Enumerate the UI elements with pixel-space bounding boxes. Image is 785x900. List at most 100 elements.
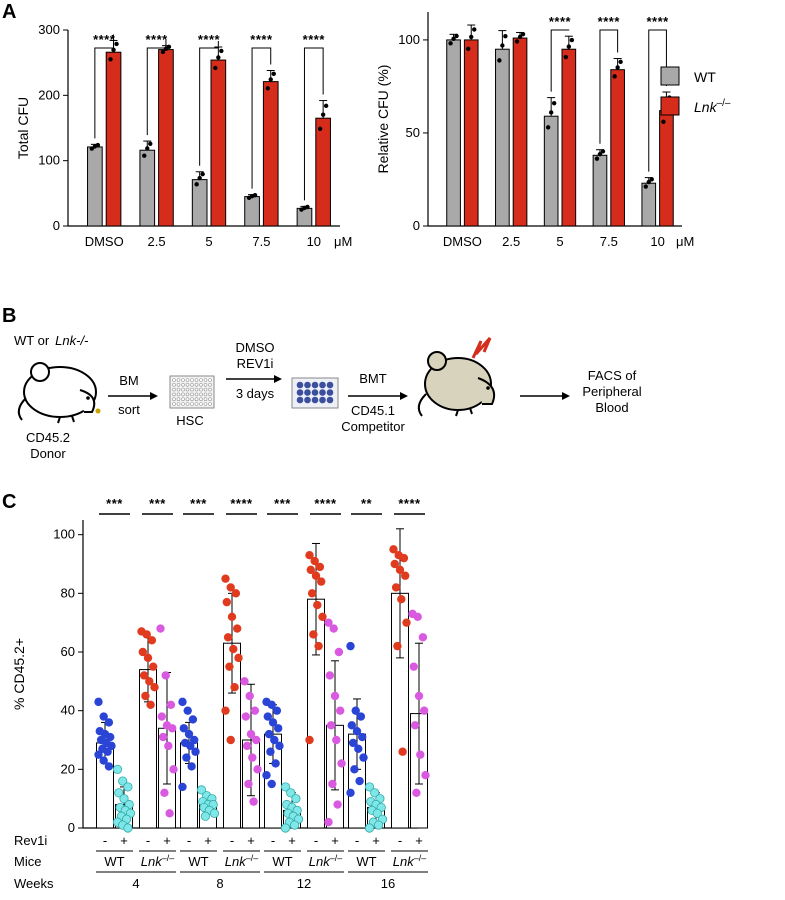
data-point-lnk-minus (229, 644, 238, 654)
significance-stars-lnk: **** (230, 496, 253, 511)
significance-bracket (199, 40, 219, 166)
data-point-lnk-minus (305, 551, 314, 560)
data-point-lnk-minus (138, 647, 147, 657)
data-point-lnk-minus (141, 691, 150, 701)
data-point-wt-plus (119, 794, 129, 804)
plate-well (194, 382, 199, 387)
data-point-lnk-plus (412, 788, 421, 797)
data-point-wt-plus (289, 820, 300, 830)
plate-well (185, 382, 190, 387)
plate-well (326, 396, 334, 404)
replicate-point (545, 125, 551, 130)
data-point-lnk-minus (398, 747, 407, 756)
significance-stars-lnk: **** (398, 496, 421, 511)
data-point-wt-minus (183, 706, 192, 715)
replicate-point (469, 34, 474, 40)
replicate-point (111, 47, 116, 53)
plate-well (311, 389, 319, 396)
data-point-wt-plus (280, 823, 291, 833)
bar-wt (191, 179, 208, 227)
bar-lnk (463, 39, 479, 227)
data-point-lnk-plus (245, 691, 254, 701)
panel-letter-a: A (2, 1, 16, 23)
plate-well (199, 392, 203, 397)
data-point-lnk-minus (226, 735, 235, 745)
replicate-point (597, 151, 603, 157)
step2-label-top2: REV1i (237, 356, 274, 371)
bar-wt (87, 146, 103, 227)
data-point-wt-minus (104, 762, 114, 771)
data-point-wt-minus (358, 732, 367, 742)
significance-bracket (251, 47, 272, 189)
replicate-point (466, 46, 471, 52)
y-axis-label: Relative CFU (%) (375, 65, 391, 174)
data-point-lnk-plus (168, 724, 177, 733)
data-point-lnk-plus (252, 735, 261, 745)
bar-lnk (210, 59, 227, 227)
plate-well (199, 382, 203, 387)
data-point-wt-minus (354, 744, 363, 753)
rev1i-sign: - (398, 833, 402, 848)
recipient-mouse-icon (417, 351, 496, 417)
replicate-point (649, 177, 654, 182)
donor-mouse-icon (17, 362, 101, 424)
panel-letter-b: B (2, 305, 16, 327)
plate-well (176, 392, 181, 397)
x-tick-label: 5 (556, 234, 563, 249)
data-point-wt-plus (291, 794, 301, 804)
data-point-wt-minus (182, 753, 191, 762)
data-point-wt-minus (346, 788, 355, 797)
y-tick-label: 80 (61, 585, 75, 600)
step2-label-top1: DMSO (236, 340, 275, 355)
data-point-wt-plus (123, 823, 133, 833)
data-point-lnk-plus (326, 721, 336, 730)
significance-bracket (648, 29, 667, 172)
plate-well (199, 402, 203, 406)
week-label: 4 (132, 876, 139, 891)
data-point-lnk-minus (389, 545, 398, 554)
replicate-point (514, 39, 520, 44)
plate-well (181, 397, 185, 402)
plate-well (172, 392, 176, 397)
hsc-plate-icon (169, 375, 215, 409)
replicate-point (594, 156, 600, 161)
replicate-point (615, 65, 620, 70)
data-point-wt-minus (99, 712, 108, 721)
replicate-point (612, 74, 617, 79)
replicate-point (200, 171, 205, 177)
data-point-lnk-plus (250, 706, 260, 715)
data-point-lnk-minus (233, 624, 242, 633)
replicate-point (472, 27, 477, 32)
significance-bracket (550, 29, 570, 92)
plate-well (304, 381, 311, 389)
plate-well (181, 392, 185, 397)
plate-well (172, 387, 176, 392)
x-tick-label: DMSO (85, 234, 124, 249)
significance-stars: **** (549, 14, 572, 29)
significance-stars-wt: ** (361, 496, 373, 511)
data-point-wt-plus (373, 820, 384, 830)
data-point-lnk-minus (391, 583, 401, 592)
data-point-lnk-minus (393, 641, 402, 651)
replicate-point (142, 153, 147, 158)
plate-well (319, 389, 326, 396)
data-point-wt-minus (275, 741, 284, 751)
data-point-lnk-plus (164, 741, 173, 751)
replicate-point (271, 71, 276, 77)
data-point-lnk-plus (169, 765, 178, 774)
rev1i-sign: + (415, 833, 423, 848)
significance-stars: **** (303, 32, 326, 47)
data-point-lnk-minus (221, 706, 230, 715)
data-point-lnk-minus (221, 574, 230, 583)
data-point-lnk-minus (143, 653, 153, 663)
significance-stars-wt: *** (106, 496, 123, 511)
data-point-lnk-minus (309, 630, 318, 639)
data-point-lnk-plus (246, 729, 256, 739)
data-point-wt-minus (262, 771, 271, 780)
data-point-wt-minus (186, 741, 195, 751)
panel-letter-c: C (2, 491, 16, 513)
bar-lnk (105, 51, 122, 227)
replicate-point (569, 37, 575, 43)
data-point-wt-minus (267, 700, 276, 709)
replicate-point (646, 179, 651, 185)
